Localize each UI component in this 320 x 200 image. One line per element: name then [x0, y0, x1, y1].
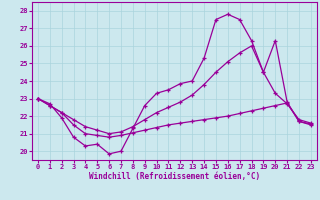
X-axis label: Windchill (Refroidissement éolien,°C): Windchill (Refroidissement éolien,°C) [89, 172, 260, 181]
